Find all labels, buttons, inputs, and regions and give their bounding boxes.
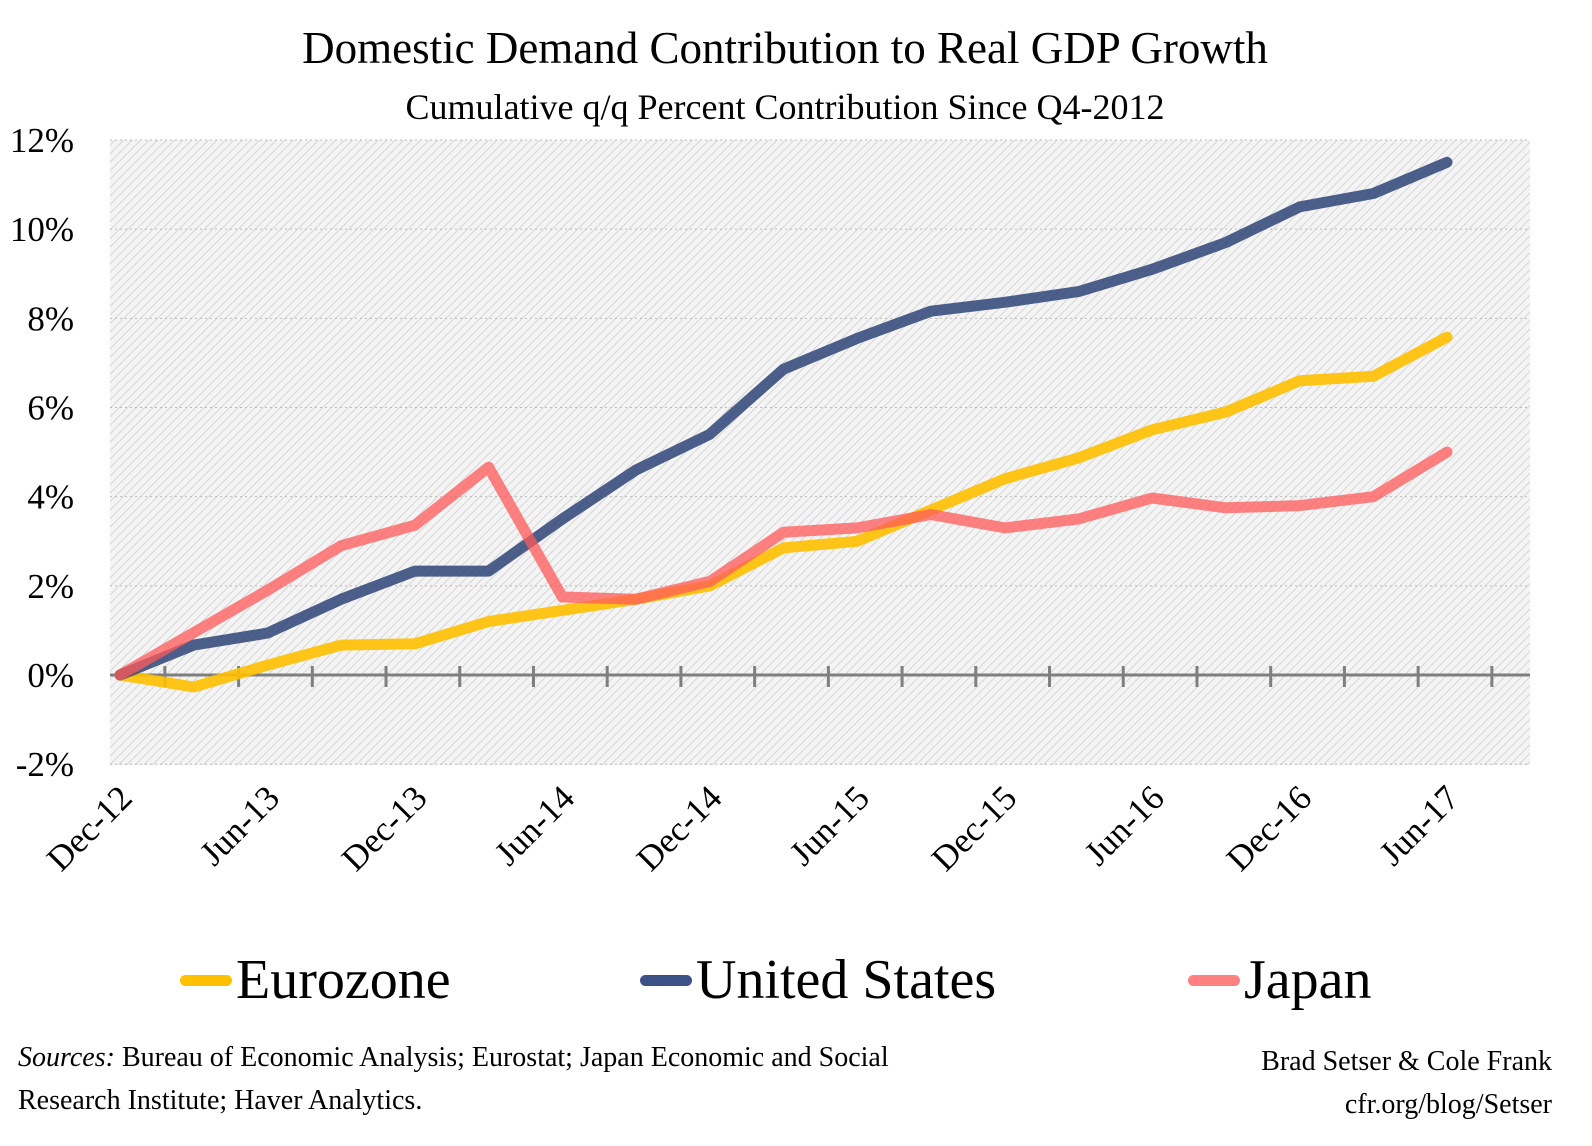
y-tick-label: 6% [27,389,74,428]
series-line-united-states [114,156,1453,681]
legend-item-eurozone: Eurozone [180,948,451,1012]
y-tick-label: 12% [10,121,74,160]
x-tick-label: Dec-16 [1219,778,1319,878]
credit: Brad Setser & Cole Frank cfr.org/blog/Se… [1261,1040,1552,1126]
x-tick-label: Dec-13 [334,778,434,878]
legend-label: Eurozone [236,949,451,1011]
legend-swatch-eurozone [180,974,232,986]
y-tick-label: 8% [27,299,74,338]
legend-label: Japan [1244,949,1372,1011]
legend-label: United States [696,949,997,1011]
legend-swatch-japan [1188,974,1240,986]
authors: Brad Setser & Cole Frank [1261,1046,1552,1077]
sources-text: Bureau of Economic Analysis; Eurostat; J… [18,1042,889,1116]
sources-label: Sources: [18,1042,115,1073]
y-tick-label: 0% [27,656,74,695]
blog-url: cfr.org/blog/Setser [1344,1089,1552,1120]
y-tick-label: 10% [10,210,74,249]
x-tick-label: Dec-12 [39,778,139,878]
x-tick-label: Jun-13 [192,778,287,873]
x-tick-label: Jun-15 [782,778,877,873]
legend-item-japan: Japan [1188,948,1372,1012]
chart-title: Domestic Demand Contribution to Real GDP… [302,23,1268,73]
x-tick-label: Dec-15 [924,778,1024,878]
x-tick-label: Jun-17 [1372,778,1467,873]
series-line-japan [114,446,1453,681]
plot-area [110,140,1530,765]
x-tick-label: Dec-14 [629,778,729,878]
legend-item-united-states: United States [640,948,996,1012]
y-tick-label: 4% [27,478,74,517]
legend-swatch-united-states [640,974,692,986]
x-tick-label: Jun-14 [487,778,582,873]
chart-subtitle: Cumulative q/q Percent Contribution Sinc… [405,87,1165,127]
y-tick-label: -2% [16,745,74,784]
y-tick-label: 2% [27,567,74,606]
sources-note: Sources: Bureau of Economic Analysis; Eu… [18,1036,938,1122]
series-line-eurozone [114,331,1453,693]
x-tick-label: Jun-16 [1077,778,1172,873]
